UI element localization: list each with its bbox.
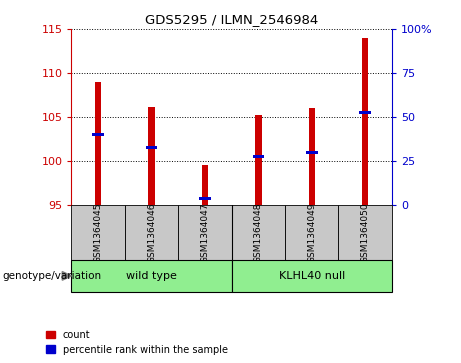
Text: wild type: wild type — [126, 271, 177, 281]
Text: GSM1364046: GSM1364046 — [147, 202, 156, 262]
Bar — [146, 146, 157, 150]
Text: GSM1364050: GSM1364050 — [361, 202, 370, 263]
Bar — [148, 106, 155, 205]
Bar — [202, 166, 208, 205]
Title: GDS5295 / ILMN_2546984: GDS5295 / ILMN_2546984 — [145, 13, 318, 26]
Text: GSM1364045: GSM1364045 — [94, 202, 103, 262]
Text: GSM1364047: GSM1364047 — [201, 202, 209, 262]
Text: GSM1364048: GSM1364048 — [254, 202, 263, 262]
Text: genotype/variation: genotype/variation — [2, 271, 101, 281]
Bar — [231, 260, 392, 292]
Bar — [71, 205, 125, 260]
Bar — [71, 260, 231, 292]
Legend: count, percentile rank within the sample: count, percentile rank within the sample — [47, 330, 228, 355]
Bar — [178, 205, 231, 260]
Bar — [231, 205, 285, 260]
Polygon shape — [62, 272, 71, 280]
Bar — [360, 111, 371, 114]
Bar — [95, 82, 101, 205]
Text: GSM1364049: GSM1364049 — [307, 202, 316, 262]
Bar — [199, 197, 211, 200]
Bar — [92, 133, 104, 136]
Bar — [306, 151, 318, 154]
Bar — [125, 205, 178, 260]
Bar — [285, 205, 338, 260]
Bar — [255, 115, 261, 205]
Bar — [308, 108, 315, 205]
Bar — [338, 205, 392, 260]
Bar — [362, 38, 368, 205]
Bar — [253, 155, 264, 158]
Text: KLHL40 null: KLHL40 null — [278, 271, 345, 281]
